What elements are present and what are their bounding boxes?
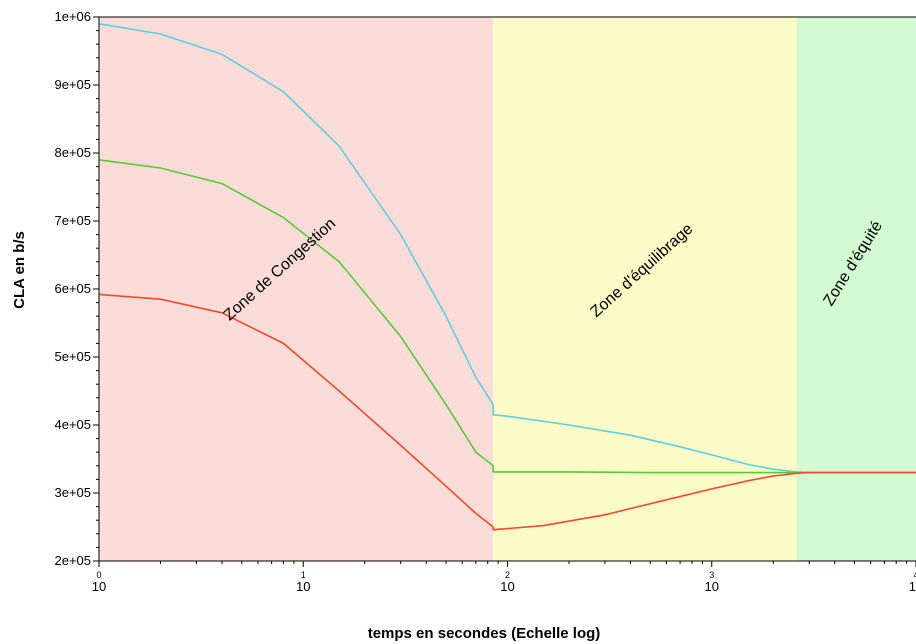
x-tick-label: 10 (500, 579, 514, 594)
series-line-2 (98, 159, 916, 474)
x-tick-exponent: 4 (913, 570, 916, 580)
zones-layer (99, 17, 916, 561)
x-tick-label: 10 (909, 579, 916, 594)
y-tick-label: 7e+05 (54, 213, 91, 228)
x-tick-exponent: 2 (505, 570, 510, 580)
y-tick-label: 5e+05 (54, 349, 91, 364)
y-tick-label: 2e+05 (54, 553, 91, 568)
x-tick-label: 10 (296, 579, 310, 594)
series-layer (98, 23, 916, 531)
zone-band-3 (796, 17, 916, 561)
x-tick-label: 10 (92, 579, 106, 594)
y-axis-title: CLA en b/s (11, 231, 28, 309)
x-tick-label: 10 (705, 579, 719, 594)
y-tick-label: 6e+05 (54, 281, 91, 296)
ticks-layer: 2e+05 3e+05 4e+05 5e+05 6e+05 7e+05 8e+05 9e+05… (54, 9, 916, 594)
x-tick-exponent: 3 (709, 570, 714, 580)
y-tick-label: 1e+06 (54, 9, 91, 24)
x-tick-exponent: 1 (301, 570, 306, 580)
y-tick-label: 4e+05 (54, 417, 91, 432)
series-line-3 (98, 293, 916, 531)
y-tick-label: 3e+05 (54, 485, 91, 500)
zone-band-2 (493, 17, 797, 561)
x-tick-exponent: 0 (96, 570, 101, 580)
y-tick-label: 9e+05 (54, 77, 91, 92)
series-line-1 (98, 23, 916, 474)
zone-band-1 (99, 17, 494, 561)
x-axis-title: temps en secondes (Echelle log) (368, 625, 601, 642)
y-tick-label: 8e+05 (54, 145, 91, 160)
